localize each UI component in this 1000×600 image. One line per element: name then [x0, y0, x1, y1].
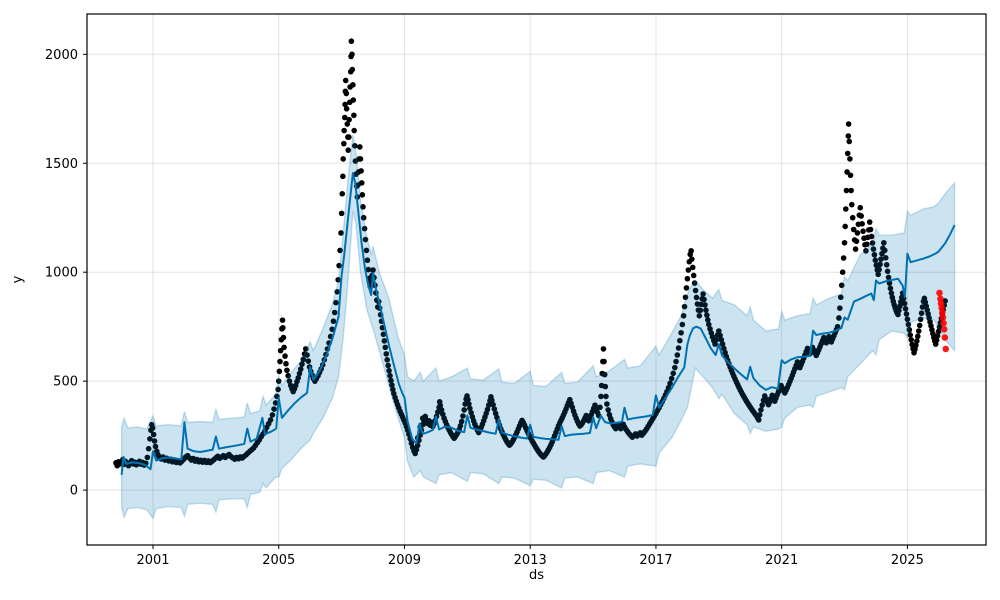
y-tick-label: 1500	[45, 157, 78, 172]
x-tick-label: 2017	[639, 553, 672, 568]
actual-points-layer	[113, 38, 948, 469]
y-axis-label: y	[10, 275, 26, 284]
x-tick-label: 2001	[136, 553, 169, 568]
y-tick-label: 1000	[45, 266, 78, 281]
y-tick-label: 0	[70, 484, 78, 499]
axis-ticks: 2001 2005 2009 2013 2017 2021 2025 0 500 1000 1500…	[45, 48, 924, 568]
uncertainty-band	[120, 134, 956, 520]
x-tick-label: 2005	[262, 553, 295, 568]
grid-lines	[87, 14, 986, 545]
anomaly-points-layer	[936, 289, 950, 353]
forecast-line	[120, 172, 956, 475]
x-tick-label: 2025	[891, 553, 924, 568]
x-tick-label: 2013	[514, 553, 547, 568]
y-tick-label: 500	[53, 375, 78, 390]
x-tick-label: 2009	[388, 553, 421, 568]
axes-spines	[86, 13, 987, 546]
x-tick-label: 2021	[765, 553, 798, 568]
x-axis-label: ds	[528, 568, 545, 583]
y-tick-label: 2000	[45, 48, 78, 63]
